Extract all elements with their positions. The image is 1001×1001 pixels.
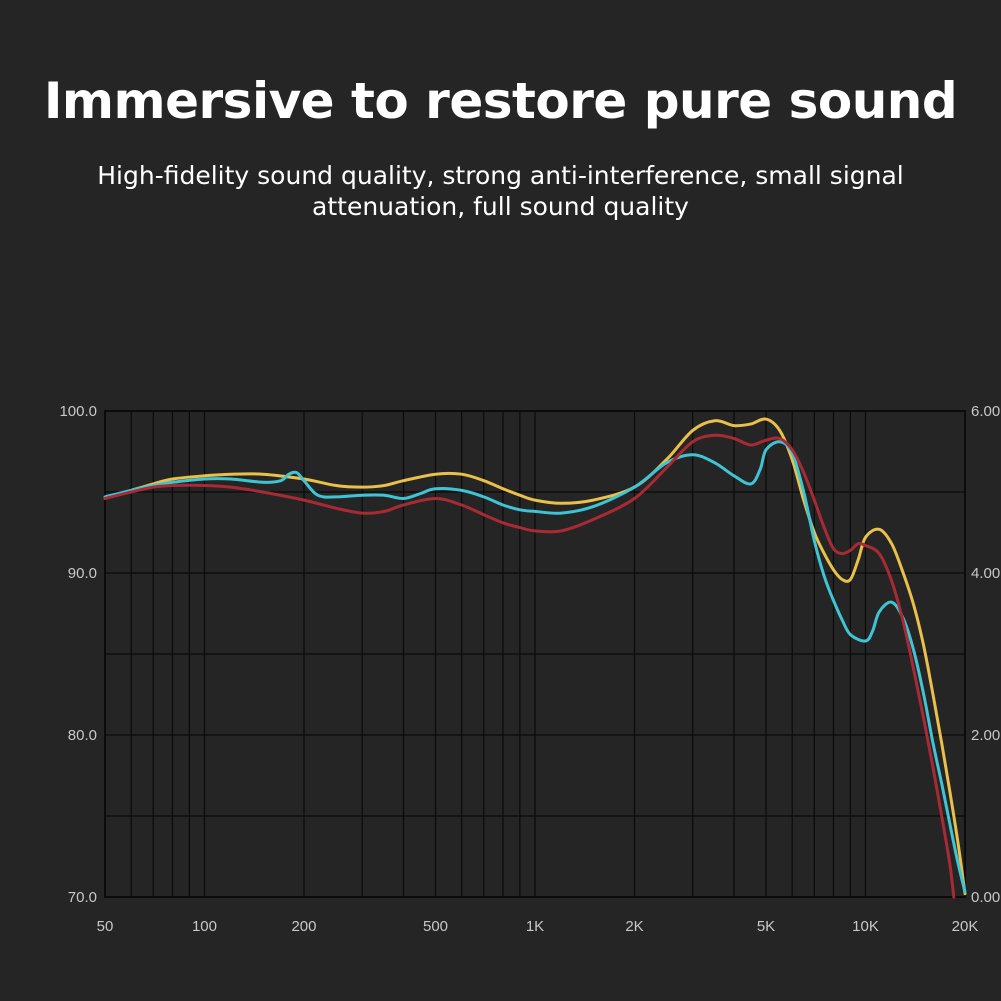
x-tick-label: 20K: [952, 918, 979, 935]
x-tick-label: 5K: [757, 918, 775, 935]
x-tick-label: 2K: [625, 918, 643, 935]
x-tick-label: 100: [192, 918, 217, 935]
y2-tick-label: 2.00: [971, 727, 1000, 744]
y-tick-label: 80.0: [68, 727, 97, 744]
series-line-2: [103, 440, 967, 894]
x-tick-label: 500: [423, 918, 448, 935]
series-line-3: [103, 433, 956, 899]
x-tick-label: 200: [291, 918, 316, 935]
y-tick-label: 90.0: [68, 565, 97, 582]
subheadline: High-fidelity sound quality, strong anti…: [97, 161, 904, 221]
y2-tick-label: 0.00: [971, 889, 1000, 906]
y-tick-label: 70.0: [68, 889, 97, 906]
y2-tick-label: 6.00: [971, 403, 1000, 420]
series-line-1: [103, 417, 967, 896]
chart-series: [103, 417, 967, 899]
x-tick-label: 50: [97, 918, 114, 935]
y2-tick-label: 4.00: [971, 565, 1000, 582]
x-tick-label: 1K: [526, 918, 544, 935]
chart-grid: [104, 410, 966, 898]
headline: Immersive to restore pure sound: [43, 72, 958, 130]
y-tick-label: 100.0: [59, 403, 97, 420]
x-tick-label: 10K: [852, 918, 879, 935]
chart-ticks: 50 100 200 500 1K 2K 5K 10K 20K 100.0 90.0 80.0 70.0…: [59, 403, 1000, 935]
